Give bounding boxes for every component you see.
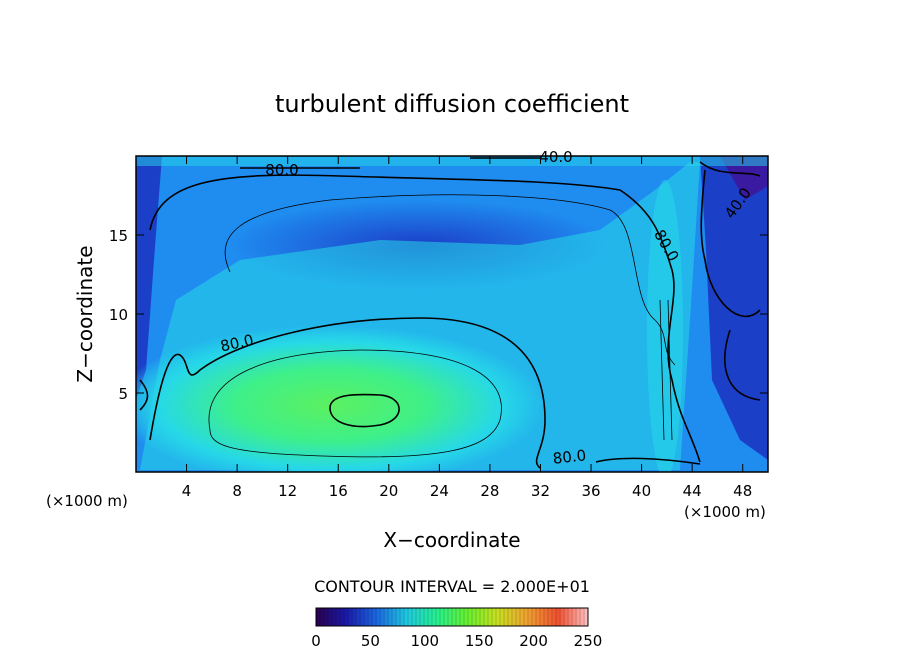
x-tick-label: 12 xyxy=(278,482,297,500)
contour-upper-loop xyxy=(224,194,676,366)
x-tick-label: 24 xyxy=(430,482,449,500)
x-tick-label: 44 xyxy=(683,482,702,500)
x-tick-label: 20 xyxy=(379,482,398,500)
contour-core xyxy=(329,393,400,428)
colorbar-tick-label: 50 xyxy=(361,632,380,650)
field-left-low xyxy=(136,156,162,400)
y-tick-label: 10 xyxy=(109,306,128,324)
chart-title: turbulent diffusion coefficient xyxy=(275,90,629,118)
field-green-core xyxy=(136,325,545,472)
field-right-low xyxy=(700,156,768,460)
heatmap-field xyxy=(136,156,768,472)
colorbar-ticks: 0 50 100 150 200 250 xyxy=(311,632,602,650)
contour-label: 80.0 xyxy=(265,161,298,179)
contour-label: 40.0 xyxy=(539,148,572,166)
contour-80-upper xyxy=(149,174,701,463)
x-tick-label: 36 xyxy=(581,482,600,500)
x-tick-label: 28 xyxy=(480,482,499,500)
y-tick-label: 5 xyxy=(118,385,128,403)
colorbar-tick-label: 100 xyxy=(410,632,439,650)
x-unit-right: (×1000 m) xyxy=(684,503,766,521)
contour-40-right xyxy=(699,161,761,401)
colorbar-tick-label: 250 xyxy=(574,632,603,650)
contour-lines xyxy=(139,157,761,469)
contour-120 xyxy=(208,349,502,458)
x-tick-label: 40 xyxy=(632,482,651,500)
x-tick-label: 4 xyxy=(182,482,192,500)
contour-left-edge xyxy=(139,379,149,411)
contour-label: 80.0 xyxy=(552,446,587,467)
contour-top xyxy=(240,157,540,169)
x-tick-label: 32 xyxy=(531,482,550,500)
colorbar-stripes xyxy=(319,608,585,626)
x-axis-ticks: 4 8 12 16 20 24 28 32 36 40 44 48 xyxy=(182,156,752,500)
y-tick-label: 15 xyxy=(109,227,128,245)
field-corner-purple xyxy=(720,156,768,200)
contour-plume xyxy=(659,299,673,441)
colorbar-tick-label: 0 xyxy=(311,632,321,650)
contour-80-left xyxy=(149,317,546,469)
x-axis-label: X−coordinate xyxy=(383,528,520,552)
x-tick-label: 48 xyxy=(733,482,752,500)
contour-bottom xyxy=(595,457,701,465)
colorbar-tick-label: 200 xyxy=(519,632,548,650)
x-unit-left: (×1000 m) xyxy=(46,492,128,510)
y-axis-ticks: 5 10 15 xyxy=(109,227,768,403)
colorbar-tick-label: 150 xyxy=(465,632,494,650)
x-tick-label: 16 xyxy=(329,482,348,500)
colorbar xyxy=(315,607,589,627)
field-plume xyxy=(647,180,683,472)
y-axis-label: Z−coordinate xyxy=(73,245,97,382)
x-tick-label: 8 xyxy=(232,482,242,500)
contour-interval-text: CONTOUR INTERVAL = 2.000E+01 xyxy=(314,577,590,596)
field-top-band xyxy=(136,156,768,166)
